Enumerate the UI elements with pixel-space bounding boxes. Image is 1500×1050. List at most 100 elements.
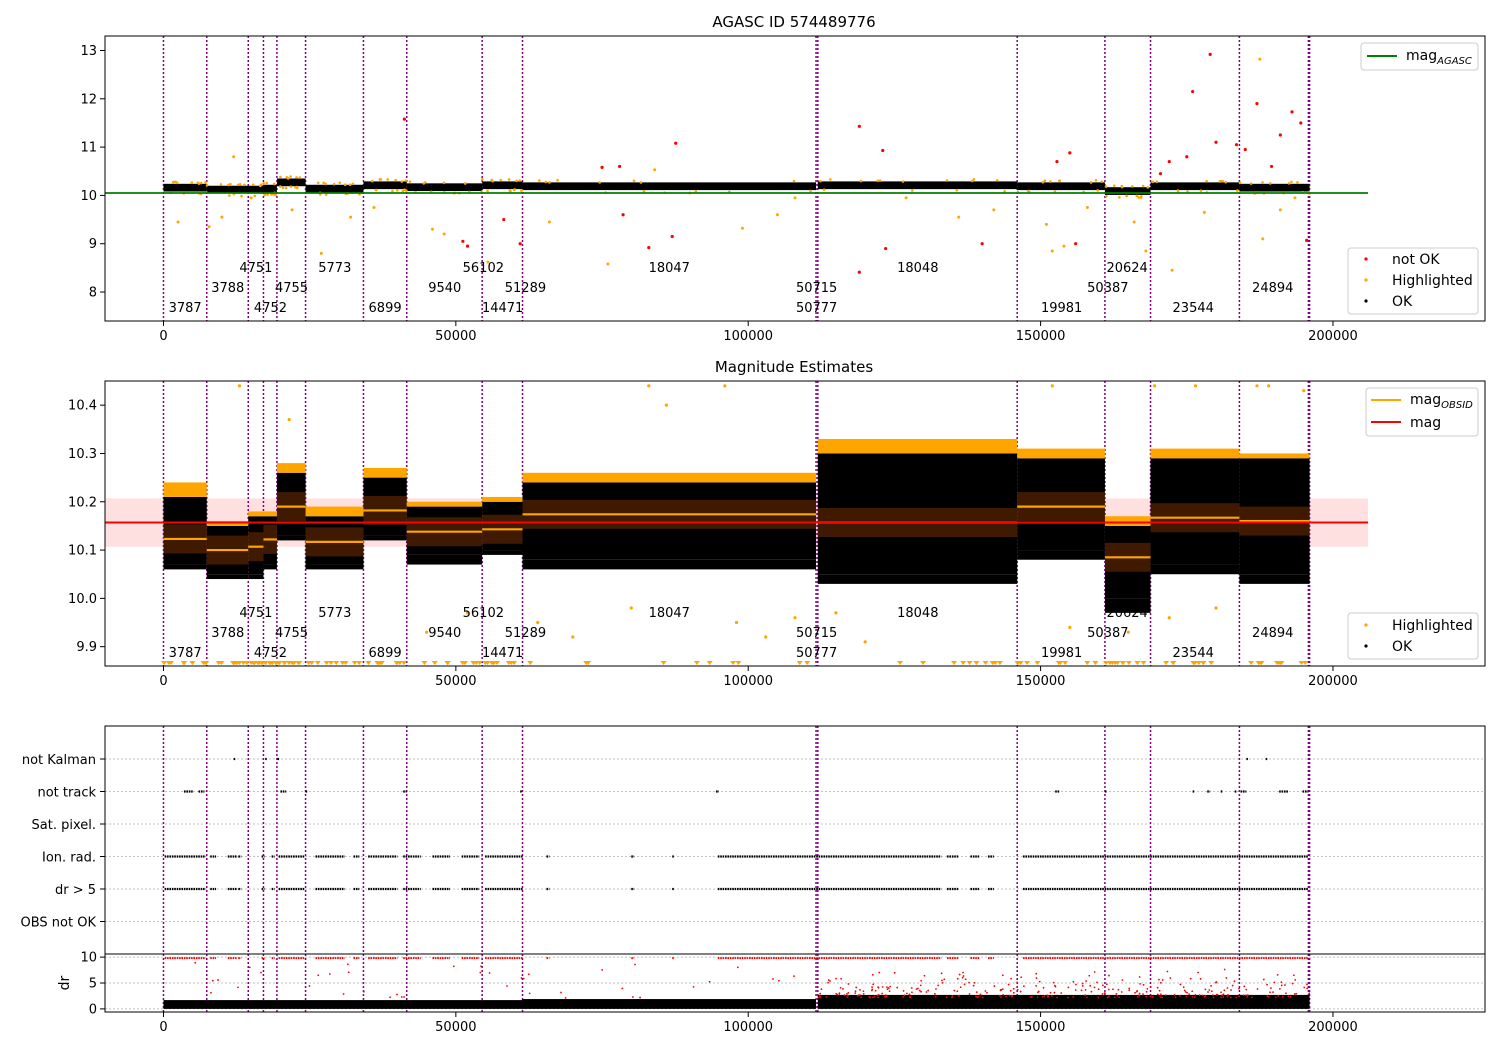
highlighted-marker	[295, 661, 302, 665]
ok-band	[522, 182, 817, 191]
highlighted-point	[1214, 606, 1218, 610]
dr-point	[692, 985, 695, 988]
dr-point	[211, 979, 214, 982]
highlighted-marker	[730, 661, 737, 665]
highlighted-marker	[1276, 661, 1283, 665]
highlighted-point	[279, 175, 282, 179]
dr-point	[1220, 996, 1223, 999]
highlighted-marker	[1103, 661, 1110, 665]
dr-point	[1277, 995, 1280, 997]
dr-point	[902, 996, 905, 998]
highlighted-marker	[281, 661, 288, 665]
highlighted-point	[544, 180, 548, 184]
highlighted-marker	[308, 661, 315, 665]
highlighted-point	[204, 180, 207, 184]
highlighted-marker	[327, 661, 334, 665]
dr-point	[1035, 972, 1038, 975]
xtick-label: 100000	[723, 1020, 773, 1035]
dr-point	[1002, 994, 1004, 996]
dr-point	[975, 991, 978, 993]
obsid-label: 5773	[318, 261, 351, 276]
dr-point	[1231, 984, 1234, 987]
ok-band	[1239, 458, 1310, 575]
highlighted-point	[240, 194, 243, 198]
not-ok-point	[1255, 102, 1259, 106]
dr-point	[843, 994, 846, 997]
dr-point	[1138, 976, 1141, 978]
highlighted-point	[822, 188, 826, 191]
dr-point	[871, 986, 873, 989]
axes-frame-mid	[104, 380, 1486, 667]
dr-point	[1289, 995, 1292, 998]
dr-point	[1226, 987, 1229, 989]
highlighted-band-top	[1104, 516, 1151, 526]
obsid-label: 4755	[275, 281, 308, 296]
highlighted-point	[286, 177, 290, 180]
highlighted-point	[219, 183, 223, 186]
highlighted-point	[819, 179, 822, 183]
dr-point	[1022, 985, 1025, 988]
dr-point	[736, 966, 739, 969]
ytick-label: 12	[80, 92, 97, 107]
highlighted-point	[664, 403, 668, 407]
highlighted-point	[1267, 384, 1271, 388]
not-ok-point	[1208, 52, 1212, 56]
highlighted-point	[1062, 244, 1066, 248]
dr-point	[1136, 995, 1139, 998]
highlighted-point	[1044, 222, 1048, 226]
highlighted-point	[238, 183, 242, 186]
dr-point	[708, 980, 711, 983]
flag-points	[164, 757, 1309, 891]
highlighted-point	[171, 180, 175, 184]
dr-point	[820, 988, 823, 991]
highlighted-marker	[339, 661, 346, 665]
dr-point	[1010, 977, 1012, 980]
dr-point	[1056, 996, 1058, 999]
ok-band	[248, 516, 264, 575]
highlighted-point	[1126, 630, 1130, 634]
yticks-dr: 0 5 10	[80, 951, 105, 1017]
obsid-label: 50387	[1087, 626, 1128, 641]
dr-point	[1149, 986, 1152, 988]
highlighted-point	[606, 262, 610, 266]
highlighted-point	[970, 179, 974, 183]
dr-point	[1134, 991, 1136, 994]
highlighted-band-top	[363, 467, 407, 478]
highlighted-point	[197, 182, 201, 185]
dr-point	[842, 987, 844, 990]
not-ok-points-agasc	[402, 52, 1309, 274]
highlighted-point	[237, 384, 242, 388]
highlighted-point	[1043, 179, 1047, 182]
dr-point	[347, 971, 350, 974]
highlighted-point	[289, 175, 292, 178]
highlighted-marker	[693, 661, 700, 665]
dr-point	[825, 996, 828, 999]
highlighted-marker	[490, 661, 497, 665]
highlighted-point	[1058, 179, 1061, 182]
highlighted-points-agasc	[169, 57, 1311, 272]
highlighted-marker	[920, 661, 927, 665]
legend-agasc-line: magAGASC	[1360, 42, 1479, 71]
highlighted-marker	[356, 661, 363, 665]
obsid-label: 23544	[1173, 301, 1214, 316]
highlighted-point	[253, 194, 257, 198]
ytick-label: 8	[89, 286, 97, 301]
dr-point	[1204, 988, 1207, 991]
dr-point	[1156, 986, 1159, 989]
dr-point	[480, 965, 482, 968]
dr-point	[1072, 996, 1075, 998]
highlighted-point	[694, 189, 698, 193]
dr-point	[1120, 991, 1123, 993]
highlighted-marker	[706, 661, 713, 665]
dr-point	[819, 992, 822, 995]
highlighted-point	[486, 260, 490, 264]
highlighted-point	[1050, 249, 1054, 253]
highlighted-point	[463, 182, 467, 185]
dr-point	[1293, 993, 1296, 995]
flag-gridlines	[105, 758, 1485, 922]
dr-point	[1075, 983, 1077, 986]
dr-point	[878, 971, 881, 974]
obsid-label: 50777	[796, 646, 837, 661]
not-ok-point	[1243, 147, 1247, 152]
highlighted-point	[175, 181, 179, 185]
